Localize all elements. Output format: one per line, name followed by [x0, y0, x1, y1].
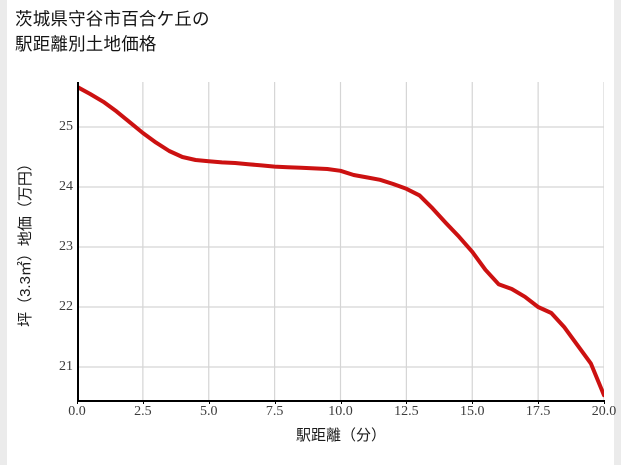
x-tick-mark: [208, 400, 210, 404]
x-tick-label: 2.5: [134, 404, 152, 419]
x-tick-mark: [274, 400, 276, 404]
x-tick-label: 15.0: [460, 404, 485, 419]
x-tick-label: 12.5: [394, 404, 419, 419]
price-line-series: [77, 84, 604, 398]
x-gridlines: [142, 82, 604, 400]
x-tick-label: 10.0: [328, 404, 353, 419]
y-axis-tick-labels: 21 22 23 24 25: [29, 82, 73, 400]
y-tick-label: 23: [59, 239, 73, 254]
x-tick-mark: [604, 400, 605, 404]
x-tick-mark: [340, 400, 342, 404]
plot-svg: [77, 82, 604, 400]
x-tick-mark: [538, 400, 540, 404]
x-tick-label: 7.5: [265, 404, 284, 419]
x-tick-mark: [406, 400, 408, 404]
x-tick-mark: [472, 400, 474, 404]
y-axis-spine: [77, 82, 79, 401]
y-tick-label: 21: [59, 359, 73, 374]
x-tick-mark: [142, 400, 144, 404]
y-tick-label: 22: [59, 299, 73, 314]
y-tick-label: 24: [59, 179, 73, 194]
x-tick-mark: [77, 400, 78, 404]
x-tick-label: 17.5: [525, 404, 551, 419]
x-tick-label: 5.0: [200, 404, 218, 419]
x-axis-label: 駅距離（分）: [295, 427, 386, 444]
plot-area: [77, 82, 604, 400]
y-axis-label: 坪（3.3㎡）地価（万円）: [12, 82, 36, 400]
y-tick-label: 25: [59, 119, 73, 134]
chart-title: 茨城県守谷市百合ケ丘の 駅距離別土地価格: [15, 9, 210, 54]
x-tick-label: 0.0: [68, 404, 86, 419]
x-tick-label: 20.0: [591, 404, 617, 419]
y-axis-label-text: 坪（3.3㎡）地価（万円）: [16, 155, 34, 327]
